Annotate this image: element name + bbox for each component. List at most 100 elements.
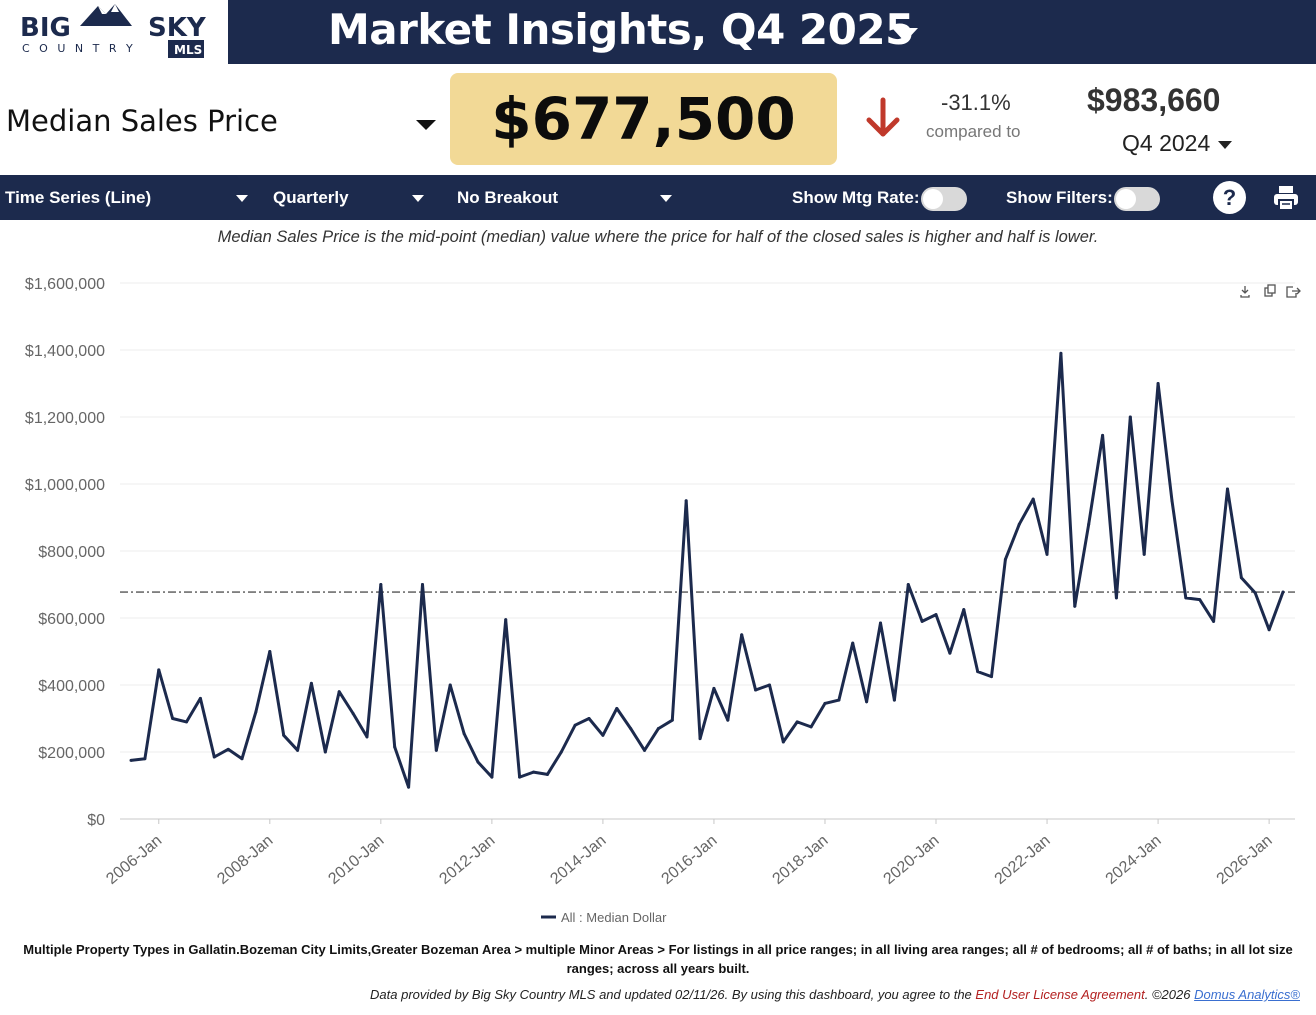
period-dropdown-caret-down-icon[interactable] <box>892 28 918 42</box>
data-point <box>1128 415 1132 419</box>
data-point <box>1198 598 1202 602</box>
data-point <box>920 619 924 623</box>
data-point <box>1170 499 1174 503</box>
domus-link[interactable]: Domus Analytics® <box>1194 987 1300 1002</box>
data-point <box>726 718 730 722</box>
y-tick-label: $1,000,000 <box>25 477 105 494</box>
data-point <box>407 785 411 789</box>
data-point <box>670 718 674 722</box>
data-point <box>1281 590 1285 594</box>
chart-type-select[interactable]: Time Series (Line) <box>5 188 152 207</box>
breakout-caret-down-icon[interactable] <box>660 195 672 202</box>
metric-description: Median Sales Price is the mid-point (med… <box>217 228 1099 246</box>
metric-value: $677,500 <box>450 73 837 165</box>
credits-text: Data provided by Big Sky Country MLS and… <box>370 987 976 1002</box>
data-point <box>559 750 563 754</box>
mtg-rate-toggle[interactable] <box>921 187 967 211</box>
logo: BIG SKY C O U N T R Y MLS <box>0 0 228 64</box>
data-point <box>532 770 536 774</box>
data-point <box>226 747 230 751</box>
data-point <box>781 740 785 744</box>
logo-sky: SKY <box>148 13 207 43</box>
data-point <box>823 701 827 705</box>
data-point <box>1156 382 1160 385</box>
data-point <box>282 733 286 737</box>
compare-value: $983,660 <box>1087 82 1221 118</box>
logo-big: BIG <box>20 13 71 43</box>
data-point <box>851 641 855 645</box>
data-point <box>1059 351 1063 355</box>
data-point <box>476 760 480 764</box>
data-point <box>393 745 397 749</box>
title-bar: Market Insights, Q4 2025 <box>228 0 1316 64</box>
x-tick-label: 2026-Jan <box>1214 832 1276 888</box>
data-point <box>1239 576 1243 580</box>
data-point <box>976 670 980 674</box>
data-point <box>434 748 438 752</box>
print-icon[interactable] <box>1272 184 1300 212</box>
data-point <box>490 775 494 779</box>
data-point <box>754 688 758 692</box>
data-point <box>767 683 771 687</box>
y-tick-label: $1,600,000 <box>25 276 105 293</box>
chart-type-caret-down-icon[interactable] <box>236 195 248 202</box>
data-point <box>157 668 161 672</box>
credits-copyright: . ©2026 <box>1144 987 1195 1002</box>
arrow-down-icon <box>866 97 900 137</box>
data-point <box>1142 552 1146 556</box>
y-tick-label: $0 <box>87 812 105 829</box>
line-chart: $0 $200,000 $400,000 $600,000 $800,000 $1,000… <box>25 276 1295 925</box>
x-tick-label: 2012-Jan <box>436 832 498 888</box>
data-point <box>615 706 619 710</box>
help-icon[interactable]: ? <box>1213 181 1246 214</box>
logo-mls: MLS <box>174 43 202 57</box>
x-tick-label: 2024-Jan <box>1103 832 1165 888</box>
x-tick-label: 2008-Jan <box>214 832 276 888</box>
data-point <box>268 650 272 653</box>
download-icon[interactable] <box>1240 286 1250 298</box>
data-point <box>171 717 175 720</box>
x-tick-label: 2010-Jan <box>325 832 387 888</box>
data-point <box>296 748 300 752</box>
data-point <box>656 727 660 731</box>
metric-selector[interactable]: Median Sales Price <box>6 104 278 138</box>
compare-caret-down-icon[interactable] <box>1218 141 1232 149</box>
data-point <box>1031 497 1035 501</box>
data-point <box>1003 557 1007 561</box>
data-point <box>629 727 633 731</box>
copy-icon[interactable] <box>1264 284 1276 297</box>
interval-caret-down-icon[interactable] <box>412 195 424 202</box>
data-point <box>448 683 452 687</box>
data-point <box>240 757 244 761</box>
breakout-select[interactable]: No Breakout <box>457 188 559 207</box>
compare-period-selector[interactable]: Q4 2024 <box>1122 130 1211 156</box>
data-point <box>309 681 313 685</box>
data-point <box>143 757 147 761</box>
data-point <box>504 618 508 622</box>
data-point <box>545 772 549 776</box>
y-tick-label: $400,000 <box>38 678 105 695</box>
data-point <box>837 698 841 702</box>
series-line-median-dollar <box>130 351 1285 789</box>
data-point <box>1073 604 1077 608</box>
data-point <box>462 732 466 736</box>
x-tick-label: 2022-Jan <box>992 832 1054 888</box>
data-point <box>1101 433 1105 437</box>
data-point <box>1114 596 1118 600</box>
data-point <box>906 583 910 586</box>
chart-tools <box>1240 284 1301 298</box>
metric-caret-down-icon[interactable] <box>416 120 436 130</box>
filters-toggle[interactable] <box>1114 187 1160 211</box>
toolbar: Time Series (Line) Quarterly No Breakout… <box>0 175 1316 220</box>
interval-select[interactable]: Quarterly <box>273 188 349 207</box>
eula-link[interactable]: End User License Agreement <box>975 987 1145 1002</box>
data-point <box>129 758 133 762</box>
share-icon[interactable] <box>1286 286 1301 298</box>
data-point <box>948 651 952 655</box>
logo-country: C O U N T R Y <box>22 42 136 55</box>
data-point <box>1212 619 1216 623</box>
data-point <box>740 633 744 637</box>
data-point <box>865 700 869 704</box>
data-point <box>601 733 605 737</box>
data-point <box>892 698 896 702</box>
